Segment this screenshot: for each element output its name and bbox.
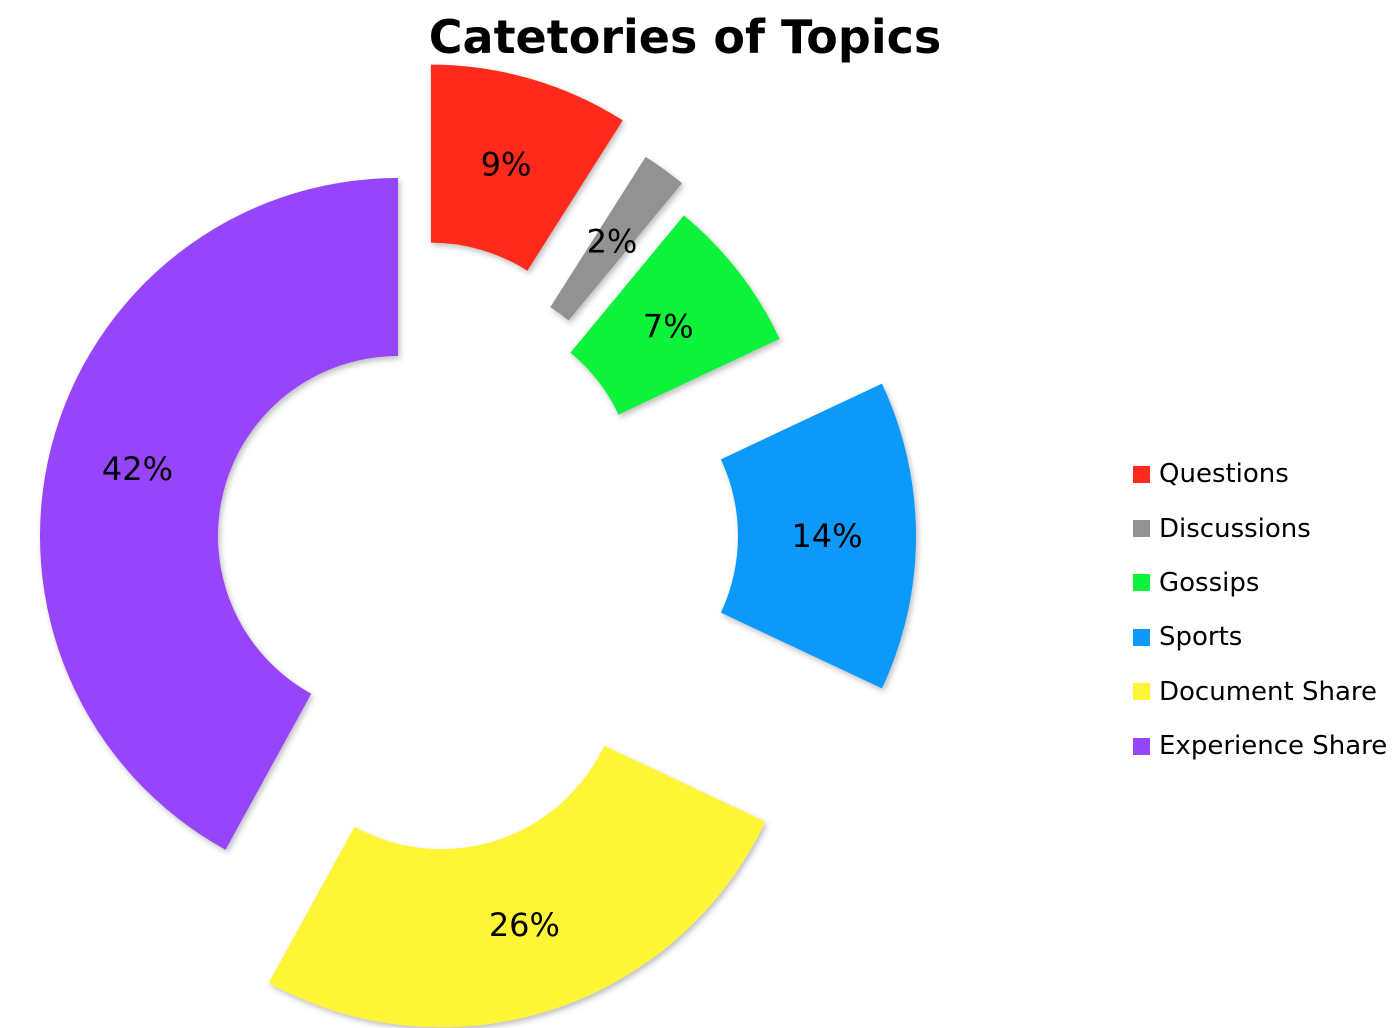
slice-label-gossips: 7% xyxy=(643,307,694,345)
slice-label-questions: 9% xyxy=(481,145,532,183)
slice-document-share xyxy=(268,745,766,1028)
legend-item: Sports xyxy=(1133,610,1387,664)
legend-swatch xyxy=(1133,574,1150,592)
legend-label: Document Share xyxy=(1159,676,1377,707)
slice-gossips xyxy=(570,215,780,415)
chart-legend: Questions Discussions Gossips Sports Documen… xyxy=(1133,447,1387,773)
legend-item: Document Share xyxy=(1133,665,1387,719)
legend-swatch xyxy=(1133,628,1150,646)
slice-discussions xyxy=(550,156,683,321)
legend-label: Questions xyxy=(1159,459,1289,490)
legend-label: Experience Share xyxy=(1159,731,1388,762)
slice-label-sports: 14% xyxy=(791,517,862,555)
slice-label-document-share: 26% xyxy=(489,906,560,944)
slice-label-discussions: 2% xyxy=(587,223,638,261)
legend-item: Questions xyxy=(1133,447,1387,501)
slice-sports xyxy=(720,383,916,689)
legend-label: Discussions xyxy=(1159,513,1311,544)
slice-experience-share xyxy=(40,178,399,850)
legend-swatch xyxy=(1133,737,1150,755)
legend-label: Sports xyxy=(1159,622,1243,653)
legend-item: Gossips xyxy=(1133,556,1387,610)
slice-questions xyxy=(430,64,623,271)
legend-item: Experience Share xyxy=(1133,719,1387,773)
legend-label: Gossips xyxy=(1159,567,1260,598)
legend-item: Discussions xyxy=(1133,501,1387,555)
legend-swatch xyxy=(1133,520,1150,538)
legend-swatch xyxy=(1133,683,1150,701)
slice-label-experience-share: 42% xyxy=(102,450,173,488)
chart-title: Catetories of Topics xyxy=(428,10,942,64)
legend-swatch xyxy=(1133,465,1150,483)
